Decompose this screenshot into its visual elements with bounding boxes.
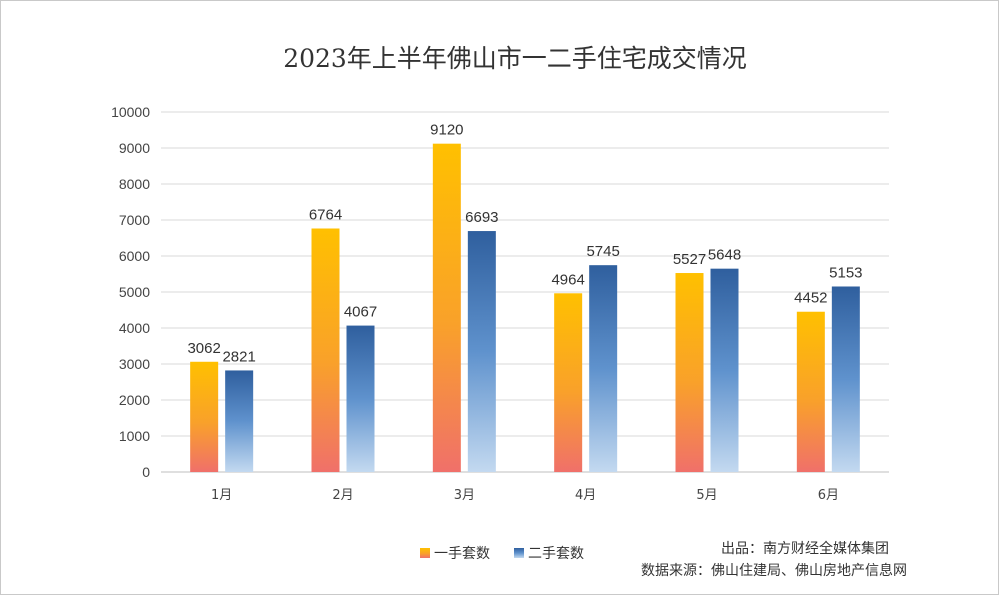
x-axis-tick-labels: 1月 2月 3月 4月 5月 6月	[211, 488, 839, 503]
y-tick-label: 3000	[119, 356, 150, 372]
data-label-series-1: 4452	[794, 290, 827, 307]
bar-series-1-5月	[675, 273, 704, 472]
bars	[190, 143, 860, 472]
y-tick-label: 1000	[119, 428, 150, 444]
data-label-series-1: 3062	[187, 340, 220, 357]
bar-series-2-1月	[225, 370, 254, 472]
data-source: 数据来源：佛山住建局、佛山房地产信息网	[641, 562, 907, 579]
bar-series-1-6月	[796, 311, 825, 472]
bar-series-2-5月	[710, 268, 739, 472]
data-label-series-1: 6764	[309, 206, 342, 223]
y-tick-label: 4000	[119, 320, 150, 336]
x-tick-label: 2月	[332, 488, 353, 503]
legend-label-series-1: 一手套数	[434, 546, 490, 562]
data-label-series-1: 5527	[673, 251, 706, 268]
legend-swatch-series-1	[420, 548, 430, 558]
data-label-series-1: 9120	[430, 122, 463, 139]
bar-series-1-3月	[432, 143, 461, 472]
data-label-series-2: 5153	[829, 264, 862, 281]
legend-swatch-series-2	[514, 548, 524, 558]
y-tick-label: 9000	[119, 140, 150, 156]
bar-series-2-2月	[346, 325, 375, 472]
gridlines	[161, 111, 889, 473]
data-label-series-1: 4964	[551, 271, 584, 288]
source-note: 出品：南方财经全媒体集团 数据来源：佛山住建局、佛山房地产信息网	[641, 540, 907, 579]
x-tick-label: 1月	[211, 488, 232, 503]
x-tick-label: 4月	[575, 488, 596, 503]
y-tick-label: 5000	[119, 284, 150, 300]
bar-series-1-2月	[311, 228, 340, 472]
y-axis-tick-labels: 0 1000 2000 3000 4000 5000 6000 7000 8000 9000 100…	[111, 104, 150, 480]
data-label-series-2: 5648	[708, 247, 741, 264]
bar-series-2-3月	[467, 231, 496, 472]
legend-label-series-2: 二手套数	[528, 546, 584, 562]
x-tick-label: 6月	[818, 488, 839, 503]
bar-series-2-6月	[831, 286, 860, 472]
y-tick-label: 10000	[111, 104, 150, 120]
chart-title: 2023年上半年佛山市一二手住宅成交情况	[283, 44, 747, 73]
x-tick-label: 3月	[454, 488, 475, 503]
bar-series-2-4月	[589, 265, 618, 472]
y-tick-label: 7000	[119, 212, 150, 228]
data-label-series-2: 2821	[222, 348, 255, 365]
data-label-series-2: 5745	[586, 243, 619, 260]
x-tick-label: 5月	[696, 488, 717, 503]
y-tick-label: 8000	[119, 176, 150, 192]
bar-series-1-1月	[190, 361, 219, 472]
legend: 一手套数 二手套数	[420, 546, 584, 562]
data-label-series-2: 6693	[465, 209, 498, 226]
y-tick-label: 0	[142, 464, 150, 480]
data-label-series-2: 4067	[344, 304, 377, 321]
y-tick-label: 6000	[119, 248, 150, 264]
y-tick-label: 2000	[119, 392, 150, 408]
bar-series-1-4月	[554, 293, 583, 472]
producer-credit: 出品：南方财经全媒体集团	[721, 540, 889, 557]
